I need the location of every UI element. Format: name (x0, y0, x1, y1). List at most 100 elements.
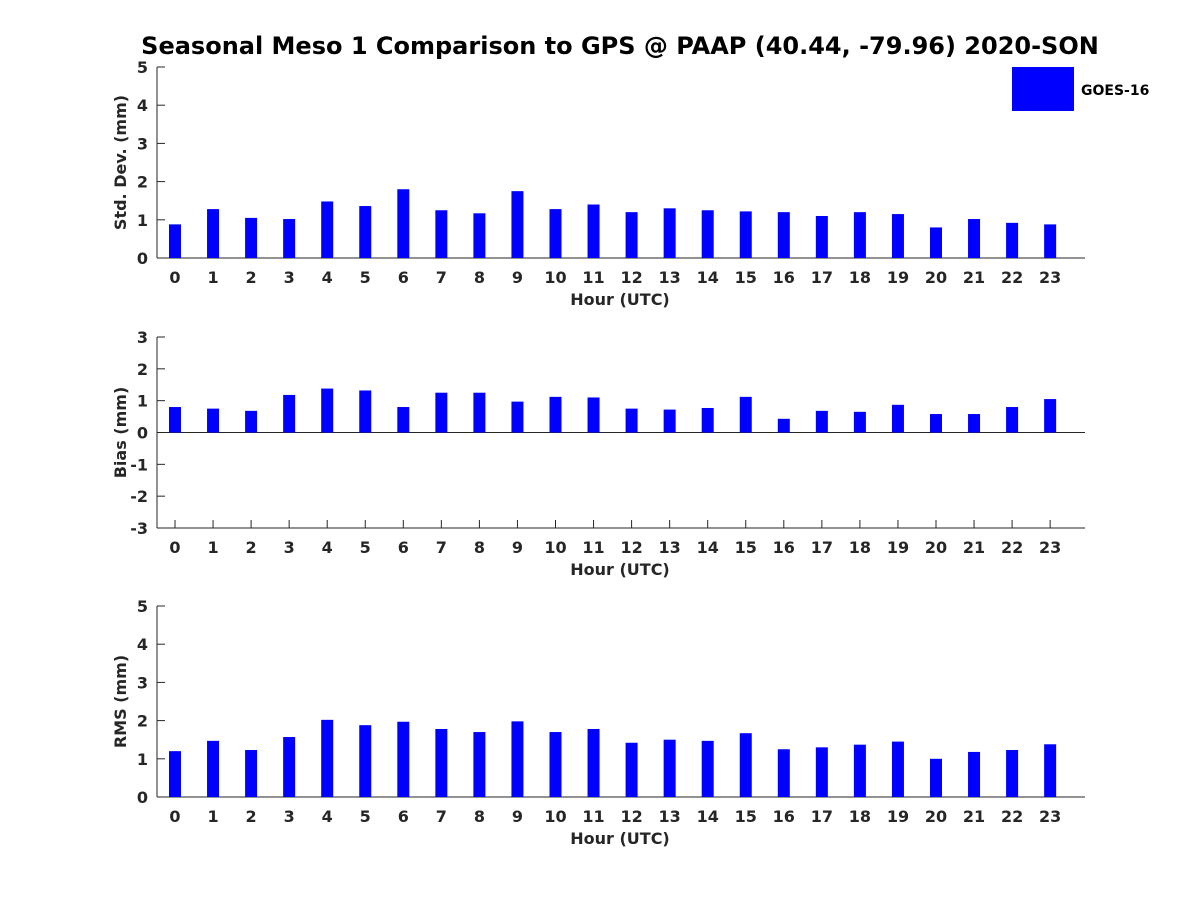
bar-hour-11 (587, 204, 600, 258)
x-tick-label: 18 (849, 538, 871, 557)
bar-hour-12 (625, 212, 638, 258)
x-tick-label: 9 (512, 538, 523, 557)
x-tick-label: 16 (773, 807, 795, 826)
x-tick-label: 2 (246, 538, 257, 557)
bar-hour-6 (397, 407, 410, 433)
bar-hour-9 (511, 191, 524, 258)
x-tick-label: 16 (773, 538, 795, 557)
y-axis-label: Bias (mm) (111, 387, 130, 479)
bar-hour-21 (968, 219, 981, 258)
bar-hour-16 (777, 212, 790, 258)
bar-hour-23 (1044, 399, 1057, 433)
bar-hour-3 (283, 219, 296, 258)
bar-hour-21 (968, 751, 981, 797)
x-tick-label: 6 (398, 807, 409, 826)
x-tick-label: 14 (697, 538, 719, 557)
x-tick-label: 9 (512, 268, 523, 287)
x-tick-label: 12 (620, 538, 642, 557)
bar-hour-13 (663, 208, 676, 258)
bar-hour-9 (511, 721, 524, 797)
bar-hour-18 (853, 212, 866, 258)
bar-hour-4 (321, 201, 334, 258)
bar-hour-5 (359, 206, 372, 258)
bar-hour-23 (1044, 224, 1057, 258)
x-tick-label: 8 (474, 538, 485, 557)
x-tick-label: 2 (246, 807, 257, 826)
x-tick-label: 21 (963, 268, 985, 287)
bar-hour-8 (473, 213, 486, 258)
bar-hour-14 (701, 407, 714, 433)
x-tick-label: 5 (360, 268, 371, 287)
bar-hour-15 (739, 733, 752, 797)
y-tick-label: 1 (137, 392, 148, 411)
x-tick-label: 19 (887, 538, 909, 557)
bar-hour-4 (321, 719, 334, 797)
bar-hour-22 (1006, 222, 1019, 258)
bar-hour-11 (587, 729, 600, 797)
x-tick-label: 2 (246, 268, 257, 287)
bar-hour-17 (815, 215, 828, 258)
x-tick-label: 7 (436, 807, 447, 826)
y-tick-label: 0 (137, 249, 148, 268)
bar-hour-2 (245, 750, 258, 797)
bar-hour-8 (473, 732, 486, 797)
bar-hour-1 (207, 740, 220, 797)
bar-hour-19 (891, 404, 904, 433)
bar-hour-20 (930, 227, 942, 258)
x-tick-label: 18 (849, 807, 871, 826)
bar-hour-15 (739, 396, 752, 433)
x-tick-label: 16 (773, 268, 795, 287)
bar-hour-20 (930, 758, 942, 797)
bar-hour-11 (587, 397, 600, 433)
x-tick-label: 4 (322, 538, 333, 557)
y-tick-label: 3 (137, 328, 148, 347)
y-tick-label: 1 (137, 750, 148, 769)
bar-hour-10 (549, 732, 562, 797)
x-axis-label: Hour (UTC) (570, 560, 670, 579)
y-tick-label: 2 (137, 173, 148, 192)
x-tick-label: 9 (512, 807, 523, 826)
bar-hour-5 (359, 390, 372, 433)
x-tick-label: 20 (925, 268, 947, 287)
y-tick-label: 0 (137, 424, 148, 443)
x-tick-label: 1 (207, 268, 218, 287)
x-tick-label: 20 (925, 807, 947, 826)
bar-hour-18 (853, 744, 866, 797)
bar-hour-16 (777, 749, 790, 797)
x-tick-label: 18 (849, 268, 871, 287)
x-tick-label: 21 (963, 807, 985, 826)
bar-hour-0 (169, 751, 181, 797)
x-tick-label: 13 (659, 268, 681, 287)
x-tick-label: 0 (169, 538, 180, 557)
x-axis-label: Hour (UTC) (570, 829, 670, 848)
bar-hour-3 (283, 737, 296, 797)
y-axis-label: RMS (mm) (111, 655, 130, 748)
x-tick-label: 11 (582, 268, 604, 287)
bar-hour-23 (1044, 744, 1057, 797)
bar-hour-1 (207, 408, 220, 433)
y-tick-label: 0 (137, 788, 148, 807)
x-tick-label: 7 (436, 538, 447, 557)
y-tick-label: 2 (137, 712, 148, 731)
x-tick-label: 13 (659, 807, 681, 826)
bar-hour-0 (169, 407, 181, 433)
x-tick-label: 19 (887, 268, 909, 287)
x-tick-label: 12 (620, 268, 642, 287)
x-tick-label: 10 (544, 268, 566, 287)
y-tick-label: 5 (137, 58, 148, 77)
y-tick-label: -3 (130, 519, 148, 538)
bar-hour-4 (321, 388, 334, 433)
legend-label: GOES-16 (1081, 83, 1149, 99)
x-tick-label: 5 (360, 807, 371, 826)
x-axis-label: Hour (UTC) (570, 290, 670, 309)
bar-hour-12 (625, 408, 638, 433)
x-tick-label: 1 (207, 538, 218, 557)
bar-hour-3 (283, 394, 296, 433)
x-tick-label: 23 (1039, 268, 1061, 287)
x-tick-label: 14 (697, 807, 719, 826)
x-tick-label: 23 (1039, 538, 1061, 557)
x-tick-label: 6 (398, 268, 409, 287)
